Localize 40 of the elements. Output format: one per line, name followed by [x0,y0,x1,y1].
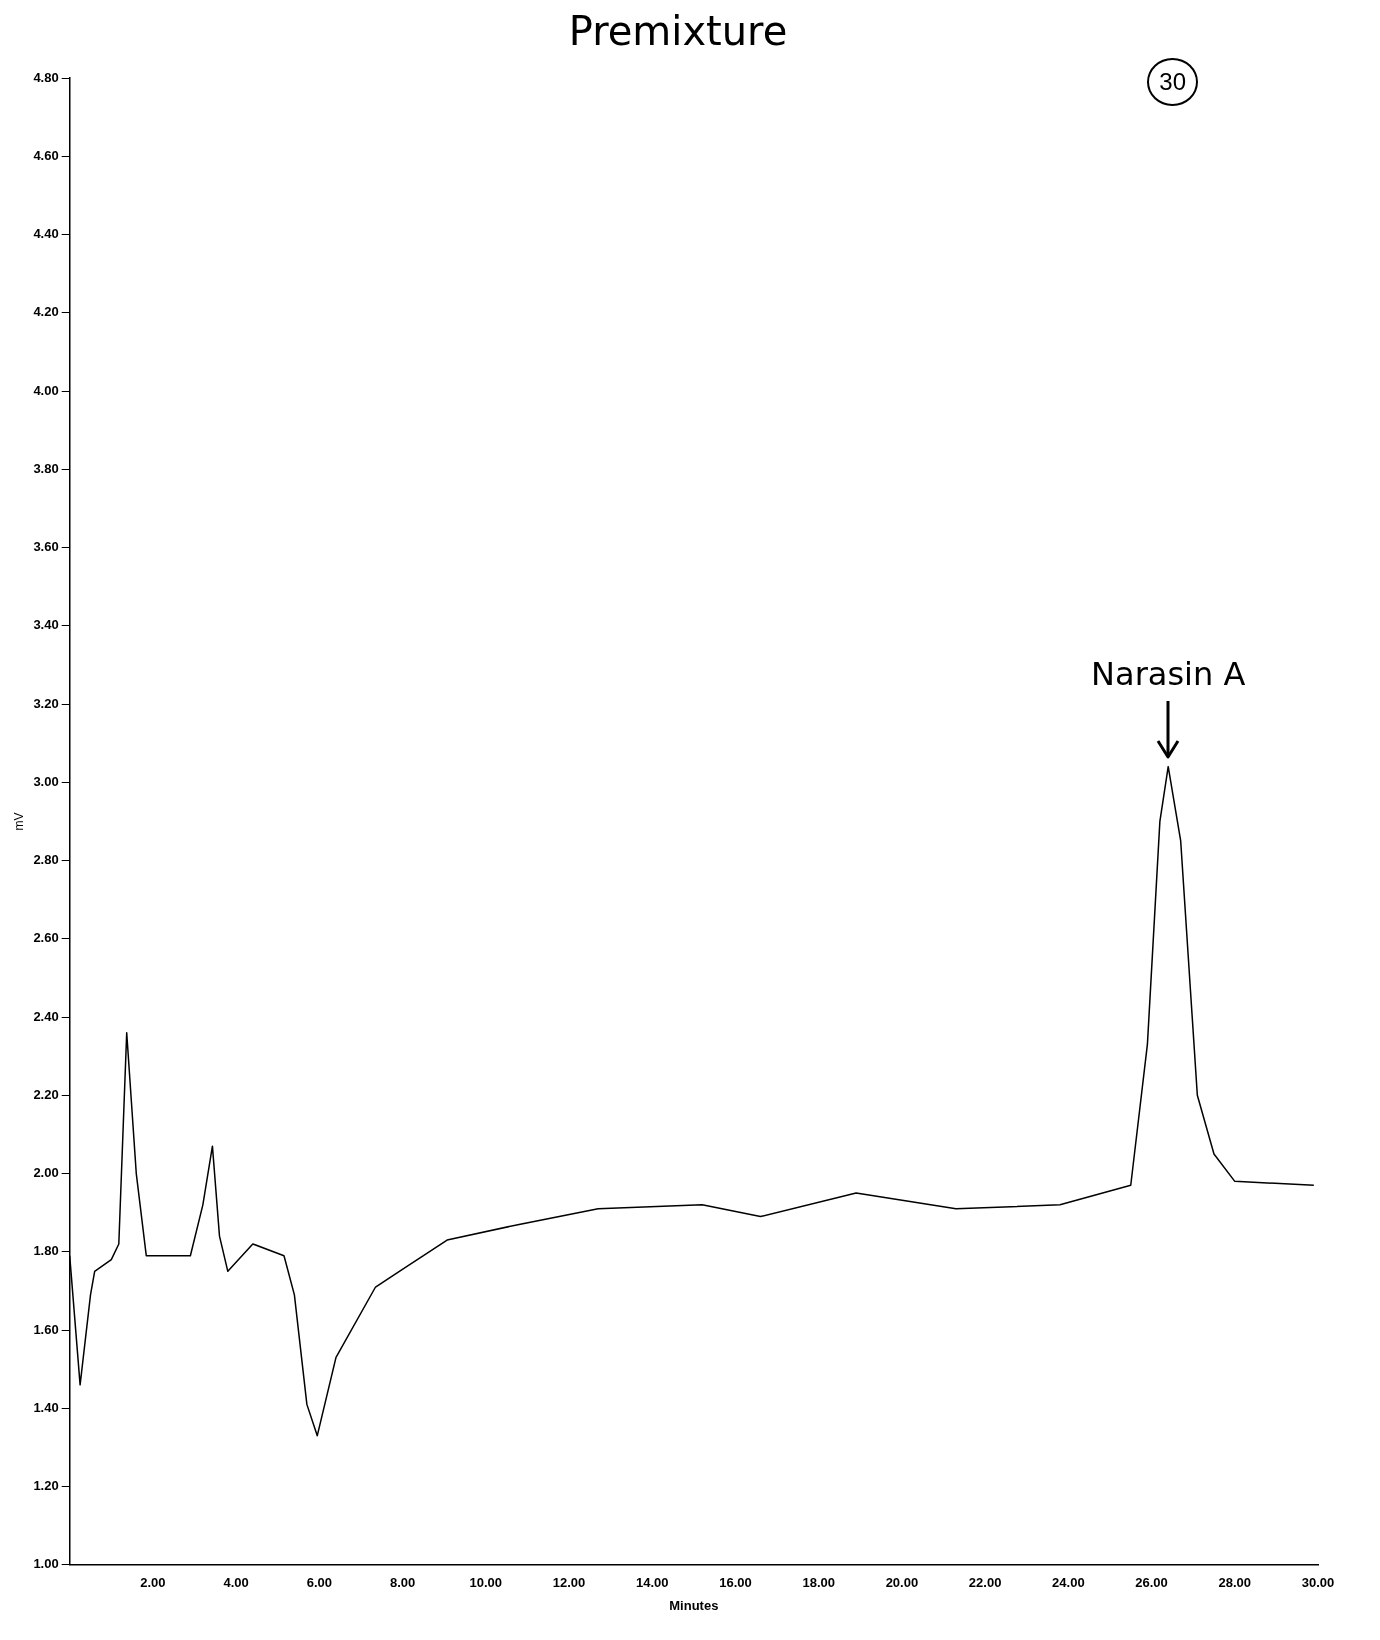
y-tick-label: 2.80 [33,852,59,868]
y-tick-label: 3.60 [33,539,59,555]
x-tick-label: 28.00 [1218,1575,1252,1591]
x-axis-title: Minutes [669,1597,719,1613]
x-tick-label: 30.00 [1301,1575,1335,1591]
x-tick-label: 22.00 [968,1575,1002,1591]
y-axis-title: mV [11,812,26,831]
y-tick-label: 4.40 [33,226,59,242]
x-tick-label: 16.00 [719,1575,752,1591]
x-tick-label: 14.00 [635,1575,669,1591]
y-tick-label: 2.60 [33,930,59,946]
chart-title: Premixture [567,8,789,56]
x-tick-label: 20.00 [885,1575,919,1591]
x-tick-label: 18.00 [802,1575,835,1591]
x-tick-label: 26.00 [1135,1575,1168,1591]
x-tick-label: 2.00 [140,1575,166,1591]
x-tick-label: 8.00 [389,1575,416,1591]
y-tick-label: 2.40 [33,1008,59,1024]
x-tick-label: 12.00 [552,1575,586,1591]
x-tick-label: 4.00 [223,1575,249,1591]
y-tick-label: 1.40 [33,1399,59,1415]
y-tick-label: 1.20 [33,1478,59,1494]
y-tick-label: 1.00 [33,1556,59,1572]
y-tick-label: 3.00 [33,773,59,789]
y-tick-label: 1.80 [33,1243,59,1259]
y-tick-label: 3.80 [33,460,59,476]
annotation: 30 [1147,58,1198,106]
y-tick-label: 2.00 [33,1165,59,1181]
y-tick-label: 3.40 [33,617,59,633]
annotation: Narasin A [1090,654,1247,693]
x-tick-label: 6.00 [306,1575,333,1591]
y-tick-label: 4.80 [33,69,59,85]
y-tick-label: 4.60 [33,147,59,163]
x-tick-label: 10.00 [469,1575,503,1591]
y-tick-label: 2.20 [33,1086,59,1102]
y-tick-label: 3.20 [33,695,59,711]
y-tick-label: 1.60 [33,1321,59,1337]
y-tick-label: 4.00 [33,382,59,398]
y-tick-label: 4.20 [33,304,59,320]
x-tick-label: 24.00 [1052,1575,1085,1591]
